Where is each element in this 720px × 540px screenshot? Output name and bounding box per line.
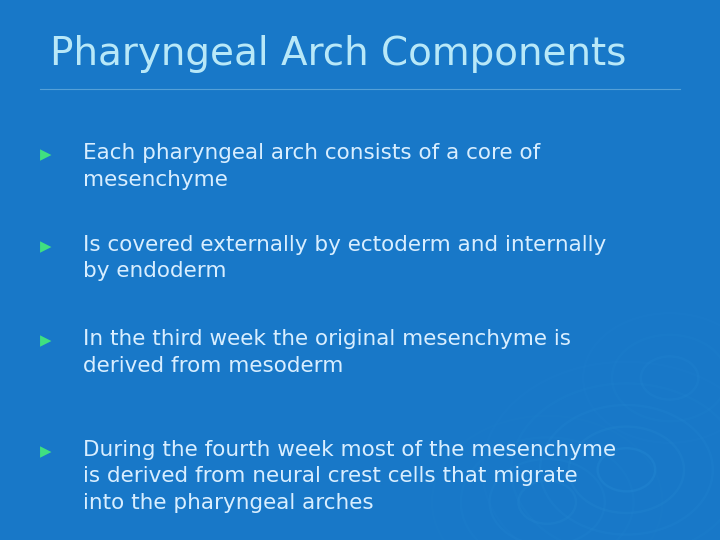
Text: Each pharyngeal arch consists of a core of
mesenchyme: Each pharyngeal arch consists of a core …	[83, 143, 540, 190]
Text: ▸: ▸	[40, 143, 51, 166]
Text: ▸: ▸	[40, 235, 51, 258]
Text: ▸: ▸	[40, 329, 51, 353]
Text: In the third week the original mesenchyme is
derived from mesoderm: In the third week the original mesenchym…	[83, 329, 571, 376]
Text: During the fourth week most of the mesenchyme
is derived from neural crest cells: During the fourth week most of the mesen…	[83, 440, 616, 513]
Text: ▸: ▸	[40, 440, 51, 463]
Text: Pharyngeal Arch Components: Pharyngeal Arch Components	[50, 35, 627, 73]
Text: Is covered externally by ectoderm and internally
by endoderm: Is covered externally by ectoderm and in…	[83, 235, 606, 281]
